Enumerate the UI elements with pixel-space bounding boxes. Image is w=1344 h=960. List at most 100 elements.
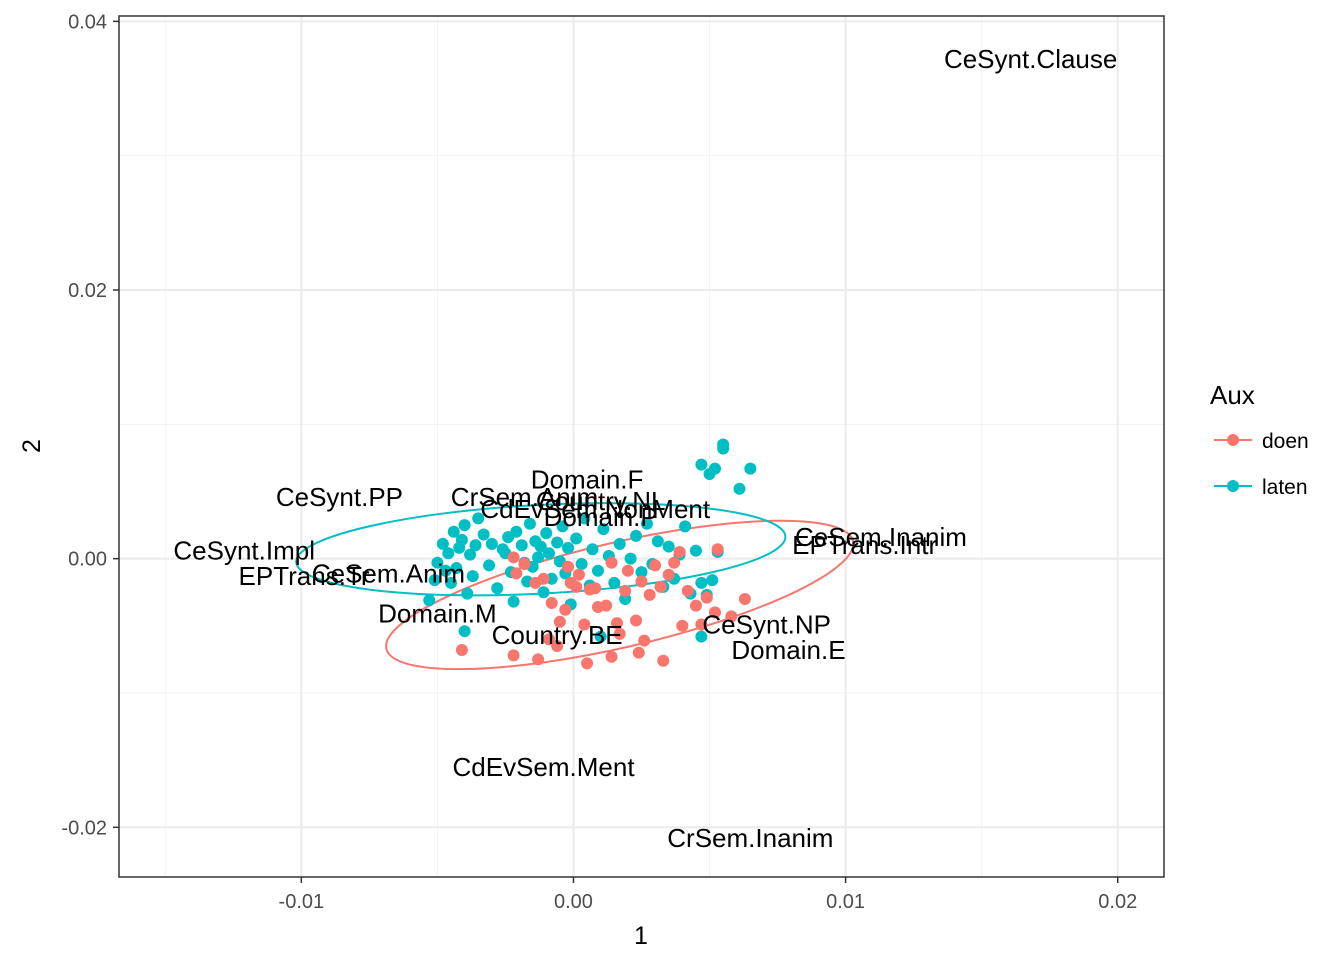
variable-label: Domain.E [731, 635, 845, 665]
point-laten [483, 559, 496, 572]
point-laten [689, 544, 702, 557]
point-laten [472, 512, 485, 525]
point-doen [654, 580, 667, 593]
variable-label: EPTrans.Intr [792, 530, 937, 560]
point-doen [562, 560, 575, 573]
point-doen [510, 567, 523, 580]
point-doen [689, 599, 702, 612]
point-laten [591, 564, 604, 577]
point-doen [542, 633, 555, 646]
point-laten [537, 586, 550, 599]
point-doen [581, 657, 594, 670]
point-doen [621, 564, 634, 577]
point-doen [572, 568, 585, 581]
point-laten [439, 564, 452, 577]
point-laten [466, 570, 479, 583]
point-laten [733, 482, 746, 495]
x-axis-title: 1 [634, 922, 648, 950]
y-tick-label: 0.02 [68, 280, 107, 302]
point-laten [570, 532, 583, 545]
point-laten [510, 525, 523, 538]
point-laten [717, 438, 730, 451]
legend-label: laten [1262, 476, 1308, 499]
variable-label: Country.NL [536, 486, 666, 516]
point-laten [556, 520, 569, 533]
ellipse-doen [385, 519, 855, 671]
point-laten [458, 519, 471, 532]
point-laten [523, 517, 536, 530]
point-laten [423, 594, 436, 607]
grid-minor [119, 16, 1164, 877]
point-laten [695, 458, 708, 471]
point-laten [695, 630, 708, 643]
point-laten [442, 547, 455, 560]
variable-label: CeSynt.Clause [944, 44, 1117, 74]
legend-title: Aux [1210, 380, 1255, 410]
point-doen [559, 603, 572, 616]
point-doen [600, 599, 613, 612]
point-doen [681, 584, 694, 597]
variable-labels: CeSynt.Clause CeSynt.PP CeSynt.Impl EPTrans… [173, 44, 1117, 853]
variable-label: CeSynt.PP [276, 482, 403, 512]
legend-key-point [1227, 480, 1239, 492]
point-laten [436, 537, 449, 550]
variable-label: CeSynt.Impl [173, 536, 315, 566]
y-tick-label: -0.02 [61, 817, 107, 839]
point-doen [695, 618, 708, 631]
variable-label: CdEvSem.Ment [452, 752, 635, 782]
point-doen [673, 545, 686, 558]
point-doen [643, 588, 656, 601]
point-laten [551, 536, 564, 549]
variable-label: Domain.M [378, 599, 496, 629]
variable-label: CdEvSem.NonMent [480, 494, 711, 524]
panel-background [119, 16, 1164, 877]
point-laten [431, 556, 444, 569]
variable-label: CrSem.Inanim [667, 823, 833, 853]
point-laten [507, 595, 520, 608]
point-laten [515, 539, 528, 552]
point-doen [507, 551, 520, 564]
point-laten [447, 525, 460, 538]
x-tick-label: 0.02 [1098, 891, 1137, 913]
point-laten [695, 576, 708, 589]
point-doen [578, 618, 591, 631]
legend: Aux doen laten [1210, 380, 1309, 499]
point-doen [455, 643, 468, 656]
point-laten [575, 558, 588, 571]
point-doen [630, 614, 643, 627]
point-laten [578, 512, 591, 525]
point-doen [613, 627, 626, 640]
point-doen [553, 615, 566, 628]
point-doen [700, 591, 713, 604]
point-laten [491, 582, 504, 595]
point-doen [611, 617, 624, 630]
variable-label: CeSem.Inanim [795, 522, 967, 552]
point-doen [638, 634, 651, 647]
x-tick-label: 0.01 [826, 891, 865, 913]
point-laten [450, 562, 463, 575]
point-laten [662, 540, 675, 553]
point-laten [586, 543, 599, 556]
point-doen [619, 584, 632, 597]
point-doen [589, 582, 602, 595]
point-laten [485, 537, 498, 550]
x-tick-label: 0.00 [554, 891, 593, 913]
point-laten [477, 528, 490, 541]
point-doen [605, 556, 618, 569]
point-laten [608, 576, 621, 589]
point-laten [597, 523, 610, 536]
variable-label: CeSem.Anim [312, 558, 465, 588]
point-doen [725, 610, 738, 623]
point-doen [676, 619, 689, 632]
point-doen [551, 639, 564, 652]
point-laten [445, 576, 458, 589]
variable-label: Country.BE [492, 620, 623, 650]
point-doen [635, 575, 648, 588]
point-doen [738, 592, 751, 605]
x-axis: -0.01 0.00 0.01 0.02 [279, 877, 1137, 913]
point-laten [428, 574, 441, 587]
y-axis: -0.02 0.00 0.02 0.04 [61, 11, 119, 839]
point-doen [532, 653, 545, 666]
point-doen [518, 558, 531, 571]
